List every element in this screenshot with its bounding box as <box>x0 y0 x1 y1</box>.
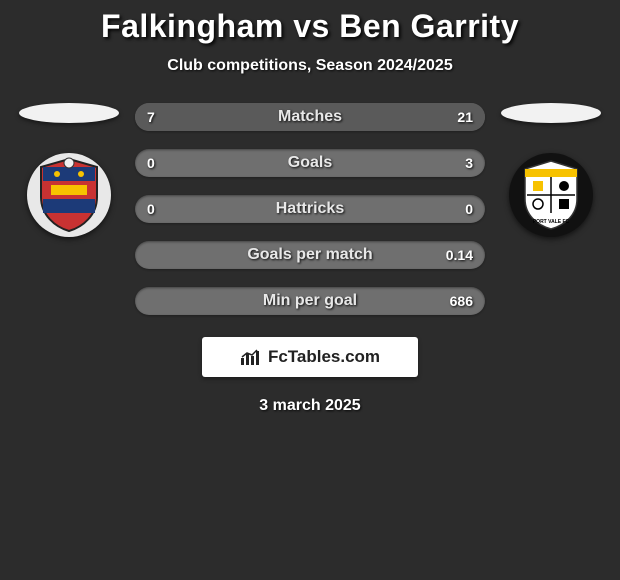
stat-value-right: 3 <box>465 155 473 171</box>
left-player-column <box>17 103 121 237</box>
brand-box: FcTables.com <box>202 337 418 377</box>
right-crest: PORT VALE FC <box>509 153 593 237</box>
stat-bar: 0 Hattricks 0 <box>135 195 485 223</box>
bar-chart-icon <box>240 348 262 366</box>
stat-label: Min per goal <box>263 292 357 310</box>
stat-label: Goals <box>288 154 332 172</box>
stat-value-right: 0 <box>465 201 473 217</box>
stat-value-left: 7 <box>147 109 155 125</box>
subtitle: Club competitions, Season 2024/2025 <box>0 57 620 75</box>
page-title: Falkingham vs Ben Garrity <box>0 8 620 45</box>
shield-icon <box>37 157 101 233</box>
right-name-pill <box>501 103 601 123</box>
stat-label: Matches <box>278 108 342 126</box>
stat-label: Goals per match <box>247 246 372 264</box>
date-label: 3 march 2025 <box>0 397 620 415</box>
stat-value-left: 0 <box>147 201 155 217</box>
stat-bar: 7 Matches 21 <box>135 103 485 131</box>
right-player-column: PORT VALE FC <box>499 103 603 237</box>
stat-bar: Min per goal 686 <box>135 287 485 315</box>
svg-text:PORT VALE FC: PORT VALE FC <box>533 219 570 225</box>
stat-bar: Goals per match 0.14 <box>135 241 485 269</box>
stat-bar: 0 Goals 3 <box>135 149 485 177</box>
left-name-pill <box>19 103 119 123</box>
comparison-card: Falkingham vs Ben Garrity Club competiti… <box>0 0 620 415</box>
stat-label: Hattricks <box>276 200 344 218</box>
stat-value-right: 21 <box>457 109 473 125</box>
stat-value-right: 0.14 <box>446 247 473 263</box>
shield-icon: PORT VALE FC <box>519 157 583 233</box>
bar-fill-right <box>223 103 486 131</box>
brand-text: FcTables.com <box>268 347 380 367</box>
stat-bars: 7 Matches 21 0 Goals 3 0 Hattricks 0 Goals per ma… <box>135 103 485 315</box>
stat-value-right: 686 <box>450 293 473 309</box>
stat-value-left: 0 <box>147 155 155 171</box>
main-row: 7 Matches 21 0 Goals 3 0 Hattricks 0 Goals per ma… <box>0 103 620 315</box>
left-crest <box>27 153 111 237</box>
